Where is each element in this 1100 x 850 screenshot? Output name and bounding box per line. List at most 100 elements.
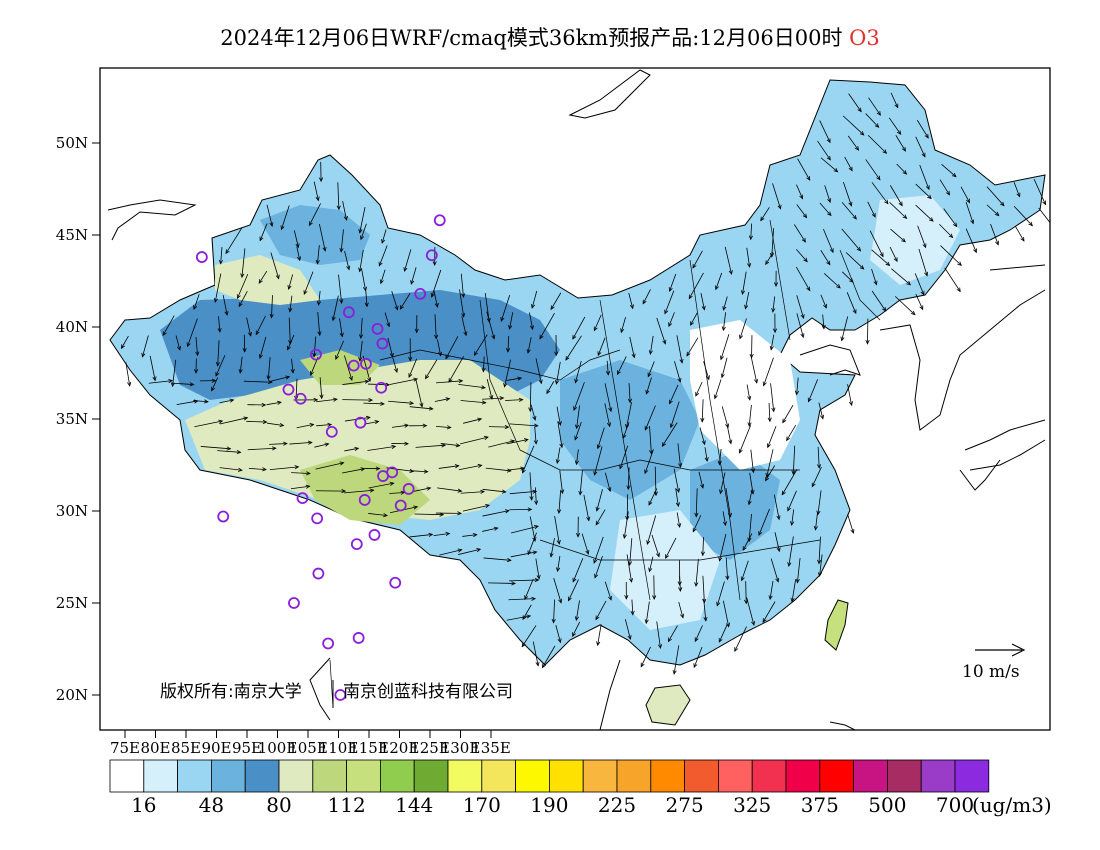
wind-scale: 10 m/s: [962, 643, 1026, 682]
colorbar-unit: (ug/m3): [972, 793, 1052, 817]
lon-tick-label: 75E: [110, 739, 140, 757]
lon-tick-label: 135E: [471, 739, 511, 757]
station-marker: [282, 383, 295, 396]
map-content: 版权所有:南京大学 南京创蓝科技有限公司 10 m/s: [107, 69, 1050, 730]
colorbar-swatch: [920, 759, 956, 793]
colorbar-label: 144: [395, 793, 433, 817]
lon-tick-label: 105E: [288, 739, 328, 757]
lon-tick-label: 120E: [380, 739, 420, 757]
lon-tick-label: 100E: [258, 739, 298, 757]
station-marker: [368, 529, 381, 541]
station-marker: [310, 348, 322, 361]
colorbar-label: 225: [598, 793, 636, 817]
station-marker: [414, 287, 427, 300]
station-marker: [358, 494, 371, 506]
colorbar-swatch: [549, 759, 584, 793]
o3-band-64c: [690, 450, 780, 560]
colorbar-label: 500: [868, 793, 906, 817]
colorbar-swatch: [210, 759, 246, 793]
o3-low-ne: [870, 195, 960, 285]
colorbar-swatch: [954, 759, 990, 793]
lon-tick-label: 95E: [232, 739, 262, 757]
lon-tick-label: 115E: [349, 739, 389, 757]
colorbar-swatch: [109, 759, 145, 793]
station-marker: [322, 637, 335, 650]
lat-tick-label: 45N: [56, 226, 88, 244]
station-marker: [347, 359, 360, 372]
station-marker: [311, 512, 324, 525]
colorbar-swatch: [751, 759, 787, 793]
colorbar-swatch: [413, 759, 449, 793]
title-species: O3: [849, 26, 880, 50]
station-marker: [402, 483, 415, 495]
colorbar-label: 275: [666, 793, 704, 817]
taiwan: [824, 599, 849, 651]
colorbar-label: 80: [266, 793, 291, 817]
station-marker: [342, 306, 355, 319]
station-marker: [386, 466, 399, 479]
lat-tick-label: 40N: [56, 318, 88, 336]
lon-tick-label: 130E: [441, 739, 481, 757]
station-marker: [217, 510, 230, 523]
station-marker: [371, 322, 384, 335]
copyright-line2: 南京创蓝科技有限公司: [343, 682, 513, 702]
title-main: 2024年12月06日WRF/cmaq模式36km预报产品:12月06日00时: [220, 26, 843, 50]
colorbar-label: 375: [801, 793, 839, 817]
station-marker: [325, 425, 338, 438]
colorbar-swatch: [278, 759, 314, 793]
station-marker: [294, 392, 307, 405]
station-marker: [296, 492, 309, 505]
lon-tick-label: 80E: [140, 739, 170, 757]
station-marker: [375, 381, 388, 394]
colorbar-swatch: [346, 759, 381, 793]
station-markers: [195, 214, 446, 701]
colorbar-label: 112: [328, 793, 366, 817]
colorbar-label: 48: [199, 793, 224, 817]
lon-tick-label: 110E: [319, 739, 359, 757]
o3-tarim: [215, 255, 320, 305]
lon-tick-label: 85E: [171, 739, 201, 757]
colorbar-swatch: [582, 759, 618, 793]
colorbar-swatch: [143, 759, 179, 793]
colorbar-swatch: [819, 759, 854, 793]
lon-tick-label: 125E: [410, 739, 450, 757]
colorbar-label: 170: [463, 793, 501, 817]
station-marker: [354, 416, 367, 429]
station-marker: [195, 251, 208, 263]
colorbar-label: 16: [131, 793, 156, 817]
station-marker: [312, 567, 325, 580]
colorbar-swatch: [650, 759, 685, 793]
o3-low-east: [690, 320, 800, 470]
lat-tick-label: 35N: [56, 410, 88, 428]
colorbar-label: 190: [530, 793, 568, 817]
province-boundaries: [329, 219, 881, 709]
lat-tick-label: 50N: [56, 134, 88, 152]
colorbar-swatch: [515, 759, 550, 793]
station-marker: [425, 249, 438, 262]
hainan: [645, 684, 691, 726]
wind-scale-label: 10 m/s: [962, 662, 1020, 682]
map-title: 2024年12月06日WRF/cmaq模式36km预报产品:12月06日00时 …: [0, 22, 1100, 52]
station-marker: [360, 357, 372, 370]
colorbar-swatch: [785, 759, 821, 793]
wind-vectors: [120, 92, 1050, 675]
colorbar: 16 48 80 112 144 170 190 225 275 325 375 500 700: [109, 759, 990, 817]
longitude-ticks: 75E 80E 85E 90E 95E100E105E110E115E120E125E1…: [110, 730, 511, 757]
colorbar-label: 700: [936, 793, 974, 817]
colorbar-swatch: [684, 759, 719, 793]
colorbar-swatch: [616, 759, 652, 793]
station-marker: [288, 597, 300, 609]
station-marker: [352, 632, 365, 644]
colorbar-label: 325: [733, 793, 771, 817]
colorbar-swatch: [177, 759, 212, 793]
colorbar-swatch: [312, 759, 347, 793]
lat-tick-label: 30N: [56, 502, 88, 520]
colorbar-swatch: [379, 759, 415, 793]
map-frame: [99, 67, 1051, 731]
lat-tick-label: 20N: [56, 686, 88, 704]
o3-low-sc: [610, 510, 720, 630]
colorbar-swatch: [244, 759, 280, 793]
station-marker: [389, 576, 402, 589]
station-marker: [394, 499, 407, 512]
